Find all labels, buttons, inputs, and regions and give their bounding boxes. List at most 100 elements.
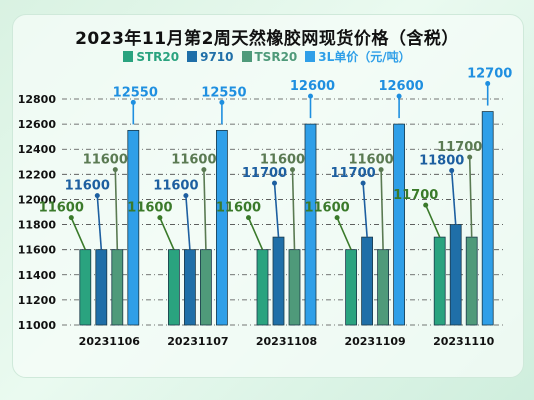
data-label-leader (450, 170, 457, 225)
bar-str20 (433, 236, 446, 326)
data-label-9710: 11700 (242, 166, 287, 181)
bar-tsr20 (288, 249, 301, 326)
legend-swatch-str20 (123, 51, 134, 62)
bar-tsr20 (465, 236, 478, 326)
bar-9710 (449, 224, 462, 326)
data-label-tsr20: 11600 (348, 153, 393, 168)
x-tick-label: 20231106 (79, 335, 141, 348)
data-label-dot (396, 93, 402, 99)
y-tick-label: 12600 (18, 118, 57, 131)
data-label-tsr20: 11600 (260, 153, 305, 168)
bar-3l (215, 129, 228, 326)
data-label-str20: 11600 (127, 201, 172, 216)
data-label-str20: 11600 (39, 201, 84, 216)
data-label-dot (485, 81, 491, 87)
y-tick-label: 11400 (18, 269, 57, 282)
y-tick-label: 11800 (18, 219, 57, 232)
data-label-9710: 11600 (153, 179, 198, 194)
legend-label-3l: 3L单价（元/吨） (318, 50, 411, 64)
data-label-3l: 12550 (201, 85, 246, 100)
data-label-dot (246, 215, 251, 221)
x-tick-label: 20231110 (433, 335, 495, 348)
data-label-dot (157, 215, 163, 221)
data-label-tsr20: 11600 (171, 153, 216, 168)
data-label-tsr20: 11700 (437, 140, 482, 155)
legend-swatch-tsr20 (241, 51, 252, 62)
legend-item-tsr20: TSR20 (241, 49, 298, 64)
legend-label-tsr20: TSR20 (254, 49, 298, 64)
data-label-3l: 12700 (467, 67, 512, 82)
data-label-3l: 12600 (290, 79, 335, 94)
data-label-leader (114, 169, 119, 250)
bar-str20 (167, 249, 180, 326)
data-label-leader (362, 183, 368, 238)
data-label-leader (291, 169, 296, 250)
legend-swatch-9710 (187, 51, 198, 62)
legend-item-str20: STR20 (123, 50, 179, 64)
data-label-str20: 11700 (393, 188, 438, 203)
bar-3l (127, 129, 140, 326)
data-label-str20: 11600 (216, 201, 261, 216)
data-label-leader (424, 204, 441, 238)
data-label-dot (272, 180, 277, 186)
bar-3l (304, 123, 317, 326)
x-tick-label: 20231108 (256, 335, 317, 348)
data-label-leader (380, 169, 384, 250)
data-label-dot (334, 215, 340, 221)
legend-swatch-3l (305, 51, 316, 62)
data-label-tsr20: 11600 (83, 153, 128, 168)
bar-9710 (183, 249, 196, 326)
data-label-leader (273, 183, 280, 238)
data-label-9710: 11600 (65, 179, 110, 194)
y-tick-label: 11000 (18, 319, 57, 332)
chart-legend: STR20 9710 TSR20 3L单价（元/吨） (0, 48, 534, 65)
data-label-9710: 11800 (419, 154, 464, 169)
y-tick-label: 12000 (18, 193, 57, 206)
data-label-leader (203, 169, 207, 250)
x-tick-label: 20231107 (167, 335, 228, 348)
data-label-3l: 12600 (378, 79, 423, 94)
data-label-leader (185, 195, 191, 250)
y-tick-label: 11600 (18, 244, 57, 257)
data-label-dot (423, 202, 429, 208)
data-label-leader (96, 195, 103, 250)
data-label-dot (130, 99, 136, 105)
legend-item-9710: 9710 (187, 49, 234, 64)
data-label-dot (112, 167, 118, 173)
bar-9710 (95, 249, 108, 326)
bar-str20 (256, 249, 269, 326)
y-tick-label: 12400 (18, 143, 57, 156)
data-label-leader (247, 217, 264, 250)
bar-3l (481, 111, 494, 326)
y-tick-label: 12200 (18, 168, 57, 181)
legend-label-9710: 9710 (200, 49, 234, 64)
data-label-dot (360, 180, 366, 186)
data-label-dot (449, 168, 455, 174)
bar-9710 (361, 236, 374, 326)
bar-tsr20 (111, 249, 124, 326)
bar-tsr20 (377, 249, 390, 326)
bar-str20 (345, 249, 358, 326)
data-label-dot (308, 93, 313, 99)
data-label-3l: 12550 (113, 85, 158, 100)
data-label-dot (290, 167, 295, 173)
data-label-dot (219, 99, 225, 105)
bar-9710 (272, 236, 285, 326)
data-label-dot (201, 167, 207, 173)
data-label-dot (68, 215, 74, 221)
chart-title: 2023年11月第2周天然橡胶网现货价格（含税） (75, 29, 459, 49)
data-label-9710: 11700 (330, 166, 375, 181)
data-label-leader (468, 157, 473, 238)
bar-tsr20 (199, 249, 212, 326)
data-label-dot (378, 167, 384, 173)
data-label-str20: 11600 (304, 201, 349, 216)
legend-item-3l: 3L单价（元/吨） (305, 48, 411, 65)
y-tick-label: 11200 (18, 294, 57, 307)
data-label-dot (94, 193, 100, 199)
bar-str20 (79, 249, 92, 326)
data-label-leader (70, 217, 87, 250)
legend-label-str20: STR20 (136, 49, 180, 64)
bar-3l (393, 123, 406, 326)
data-label-leader (159, 217, 175, 250)
